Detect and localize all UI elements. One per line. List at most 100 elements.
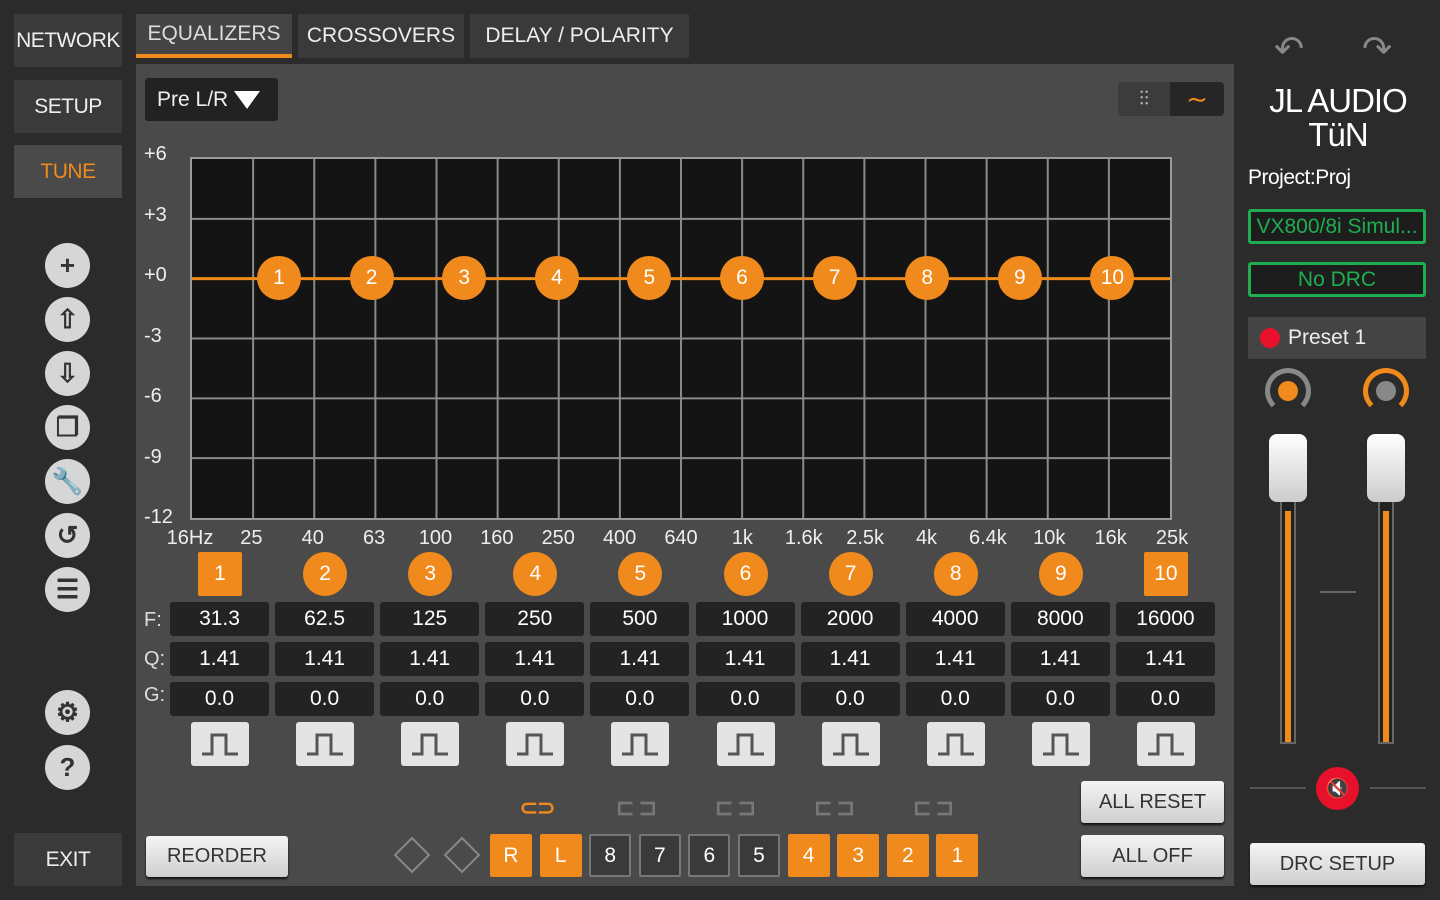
right-knob[interactable]	[1363, 368, 1409, 414]
curve-view-icon[interactable]: ∼	[1186, 83, 1208, 114]
channel-button-7[interactable]: 7	[638, 834, 681, 877]
freq-input[interactable]: 4000	[905, 602, 1005, 636]
help-icon[interactable]: ?	[45, 745, 90, 790]
channel-button-3[interactable]: 3	[837, 834, 880, 877]
channel-button-8[interactable]: 8	[589, 834, 632, 877]
band-select-1[interactable]: 1	[198, 552, 242, 596]
device-button[interactable]: VX800/8i Simul...	[1248, 209, 1426, 244]
channel-button-4[interactable]: 4	[787, 834, 830, 877]
wrench-icon[interactable]: 🔧	[45, 459, 90, 504]
upload-icon[interactable]: ⇧	[45, 297, 90, 342]
exit-button[interactable]: EXIT	[14, 833, 122, 886]
eq-graph[interactable]	[190, 157, 1172, 520]
freq-input[interactable]: 500	[590, 602, 690, 636]
band-select-10[interactable]: 10	[1143, 552, 1188, 596]
copy-icon[interactable]: ❐	[45, 405, 90, 450]
eq-node-7[interactable]: 7	[812, 256, 857, 300]
gain-input[interactable]: 0.0	[170, 682, 269, 716]
reset-icon[interactable]: ↺	[45, 513, 90, 558]
link-icon[interactable]: ⊂⊃	[519, 795, 556, 820]
eq-node-2[interactable]: 2	[349, 256, 394, 300]
band-select-7[interactable]: 7	[828, 552, 873, 596]
drc-setup-button[interactable]: DRC SETUP	[1250, 843, 1425, 885]
channel-button-6[interactable]: 6	[688, 834, 731, 877]
q-input[interactable]: 1.41	[170, 642, 269, 676]
nav-tune[interactable]: TUNE	[14, 145, 122, 198]
freq-input[interactable]: 31.3	[170, 602, 269, 636]
filter-type-button[interactable]	[926, 722, 985, 766]
q-input[interactable]: 1.41	[905, 642, 1005, 676]
eq-node-1[interactable]: 1	[257, 256, 301, 300]
band-select-2[interactable]: 2	[303, 552, 348, 596]
freq-input[interactable]: 250	[485, 602, 585, 636]
channel-dropdown[interactable]: Pre L/R	[145, 78, 278, 121]
gain-input[interactable]: 0.0	[1010, 682, 1110, 716]
redo-icon[interactable]: ↷	[1362, 28, 1393, 69]
q-input[interactable]: 1.41	[275, 642, 375, 676]
filter-type-button[interactable]	[401, 722, 460, 766]
gain-input[interactable]: 0.0	[800, 682, 900, 716]
nav-network[interactable]: NETWORK	[14, 14, 122, 67]
band-select-9[interactable]: 9	[1038, 552, 1083, 596]
nav-setup[interactable]: SETUP	[14, 80, 122, 133]
filter-type-button[interactable]	[611, 722, 670, 766]
download-icon[interactable]: ⇩	[45, 351, 90, 396]
gain-input[interactable]: 0.0	[275, 682, 375, 716]
q-input[interactable]: 1.41	[1115, 642, 1215, 676]
plus-icon[interactable]: +	[45, 243, 90, 288]
eq-node-6[interactable]: 6	[720, 256, 764, 300]
gain-input[interactable]: 0.0	[485, 682, 585, 716]
freq-input[interactable]: 125	[380, 602, 480, 636]
tab-delay-polarity[interactable]: DELAY / POLARITY	[470, 14, 689, 58]
filter-type-button[interactable]	[191, 722, 249, 766]
right-slider-thumb[interactable]	[1367, 434, 1405, 502]
eq-node-3[interactable]: 3	[442, 256, 487, 300]
eq-node-9[interactable]: 9	[997, 256, 1042, 300]
gain-input[interactable]: 0.0	[905, 682, 1005, 716]
channel-button-5[interactable]: 5	[738, 834, 780, 877]
band-select-5[interactable]: 5	[618, 552, 663, 596]
eq-node-5[interactable]: 5	[627, 256, 672, 300]
freq-input[interactable]: 62.5	[275, 602, 375, 636]
channel-button-l[interactable]: L	[539, 834, 582, 877]
unlink-icon[interactable]: ⊏ ⊐	[715, 795, 756, 820]
gain-input[interactable]: 0.0	[590, 682, 690, 716]
filter-type-button[interactable]	[821, 722, 880, 766]
unlink-icon[interactable]: ⊏ ⊐	[616, 795, 657, 820]
sliders-view-icon[interactable]: ⫶⫶	[1118, 82, 1170, 116]
drc-status-button[interactable]: No DRC	[1248, 262, 1426, 297]
eq-node-8[interactable]: 8	[905, 256, 950, 300]
q-input[interactable]: 1.41	[1010, 642, 1110, 676]
gain-input[interactable]: 0.0	[1115, 682, 1215, 716]
band-select-6[interactable]: 6	[723, 552, 768, 596]
band-select-8[interactable]: 8	[933, 552, 978, 596]
freq-input[interactable]: 1000	[695, 602, 795, 636]
tab-crossovers[interactable]: CROSSOVERS	[298, 14, 464, 58]
tab-equalizers[interactable]: EQUALIZERS	[136, 14, 292, 58]
filter-type-button[interactable]	[1031, 722, 1090, 766]
gain-input[interactable]: 0.0	[380, 682, 480, 716]
eq-node-4[interactable]: 4	[534, 256, 579, 300]
reorder-button[interactable]: REORDER	[146, 836, 288, 877]
q-input[interactable]: 1.41	[380, 642, 480, 676]
q-input[interactable]: 1.41	[800, 642, 900, 676]
filter-type-button[interactable]	[296, 722, 355, 766]
list-icon[interactable]: ☰	[45, 567, 90, 612]
left-level-slider[interactable]	[1280, 440, 1296, 744]
freq-input[interactable]: 8000	[1010, 602, 1110, 636]
band-select-4[interactable]: 4	[513, 552, 558, 596]
mute-icon[interactable]: 🔇	[1316, 767, 1359, 810]
left-slider-thumb[interactable]	[1269, 434, 1307, 502]
q-input[interactable]: 1.41	[590, 642, 690, 676]
filter-type-button[interactable]	[506, 722, 565, 766]
unlink-icon[interactable]: ⊏ ⊐	[814, 795, 855, 820]
settings-icon[interactable]: ⚙	[45, 690, 90, 735]
q-input[interactable]: 1.41	[485, 642, 585, 676]
freq-input[interactable]: 2000	[800, 602, 900, 636]
gain-input[interactable]: 0.0	[695, 682, 795, 716]
undo-icon[interactable]: ↶	[1274, 28, 1305, 69]
eq-node-10[interactable]: 10	[1090, 256, 1135, 300]
all-off-button[interactable]: ALL OFF	[1081, 835, 1224, 877]
view-toggle[interactable]: ⫶⫶ ∼	[1118, 82, 1224, 116]
channel-button-1[interactable]: 1	[936, 834, 979, 877]
